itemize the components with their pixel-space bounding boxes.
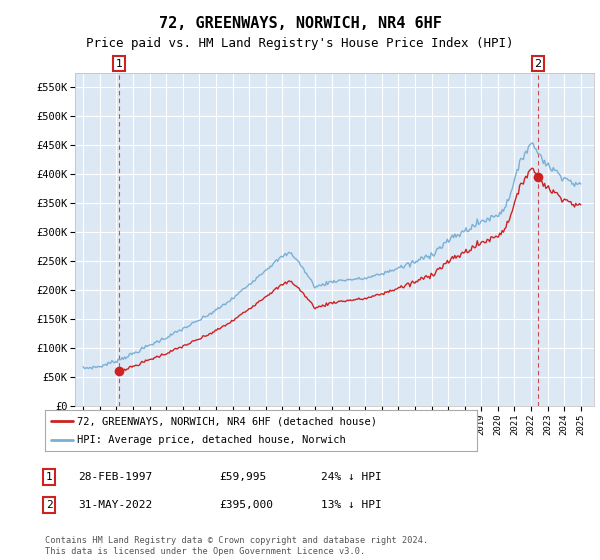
Text: 72, GREENWAYS, NORWICH, NR4 6HF (detached house): 72, GREENWAYS, NORWICH, NR4 6HF (detache…	[77, 417, 377, 426]
Text: 31-MAY-2022: 31-MAY-2022	[78, 500, 152, 510]
Text: 1: 1	[116, 59, 122, 69]
Text: £395,000: £395,000	[219, 500, 273, 510]
Text: 2: 2	[46, 500, 53, 510]
Text: £59,995: £59,995	[219, 472, 266, 482]
Text: 28-FEB-1997: 28-FEB-1997	[78, 472, 152, 482]
Text: Price paid vs. HM Land Registry's House Price Index (HPI): Price paid vs. HM Land Registry's House …	[86, 38, 514, 50]
Text: HPI: Average price, detached house, Norwich: HPI: Average price, detached house, Norw…	[77, 435, 346, 445]
Text: 72, GREENWAYS, NORWICH, NR4 6HF: 72, GREENWAYS, NORWICH, NR4 6HF	[158, 16, 442, 31]
Text: 13% ↓ HPI: 13% ↓ HPI	[321, 500, 382, 510]
Text: Contains HM Land Registry data © Crown copyright and database right 2024.
This d: Contains HM Land Registry data © Crown c…	[45, 536, 428, 556]
Text: 2: 2	[535, 59, 542, 69]
Text: 24% ↓ HPI: 24% ↓ HPI	[321, 472, 382, 482]
Text: 1: 1	[46, 472, 53, 482]
